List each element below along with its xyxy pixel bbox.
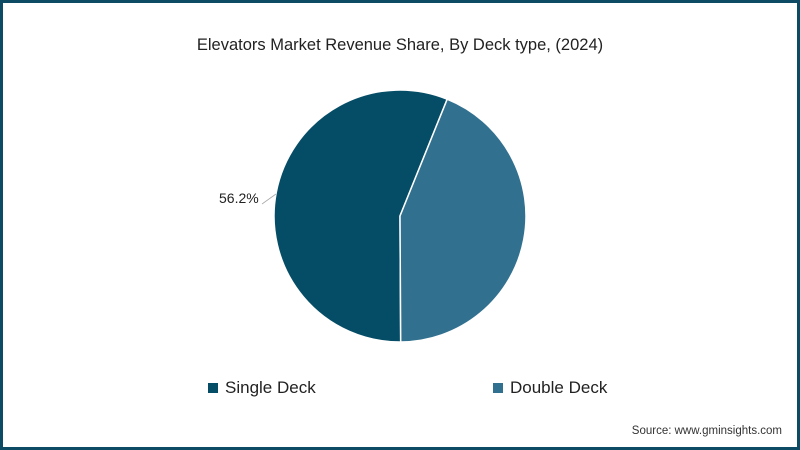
legend-item-double-deck: Double Deck xyxy=(493,378,607,398)
pie-slice-single-deck xyxy=(273,89,449,343)
legend-label-single-deck: Single Deck xyxy=(225,378,316,397)
legend-label-double-deck: Double Deck xyxy=(510,378,608,397)
chart-title: Elevators Market Revenue Share, By Deck … xyxy=(196,36,604,54)
legend-item-single-deck: Single Deck xyxy=(208,378,316,398)
single-deck-data-label: 56.2% xyxy=(219,190,259,206)
source-note: Source: www.gminsights.com xyxy=(631,425,782,437)
pie-slice-double-deck xyxy=(399,98,527,343)
legend-swatch-double-deck xyxy=(493,383,503,393)
legend-swatch-single-deck xyxy=(208,383,218,393)
label-leader-line xyxy=(261,193,277,205)
